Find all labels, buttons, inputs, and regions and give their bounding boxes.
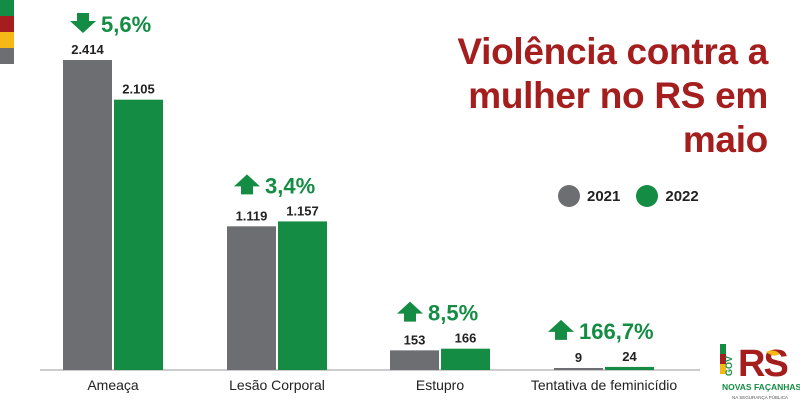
change-percent-1: 3,4% bbox=[265, 173, 315, 198]
arrow-up-icon bbox=[234, 174, 260, 195]
arrow-down-icon bbox=[70, 13, 96, 33]
category-label-3: Tentativa de feminicídio bbox=[531, 377, 678, 393]
data-label-2021-1: 1.119 bbox=[236, 208, 268, 223]
legend-swatch-2021 bbox=[558, 185, 580, 207]
bar-2021-3 bbox=[554, 368, 603, 370]
data-label-2022-3: 24 bbox=[622, 349, 637, 364]
change-indicator-2: 8,5% bbox=[397, 301, 478, 326]
change-indicator-3: 166,7% bbox=[548, 319, 654, 344]
logo-sub-tagline: NA SEGURANÇA PÚBLICA bbox=[732, 394, 788, 400]
arrow-up-icon bbox=[548, 319, 574, 340]
data-label-2021-3: 9 bbox=[575, 350, 582, 365]
logo-flag-green bbox=[720, 344, 726, 354]
bar-2021-2 bbox=[390, 350, 439, 370]
data-label-2022-0: 2.105 bbox=[122, 82, 155, 97]
change-percent-2: 8,5% bbox=[428, 301, 478, 326]
category-label-0: Ameaça bbox=[87, 377, 139, 393]
bar-2022-0 bbox=[114, 99, 163, 370]
change-percent-0: 5,6% bbox=[101, 12, 151, 37]
bar-2021-1 bbox=[227, 226, 276, 370]
stripe-green bbox=[0, 0, 14, 16]
bar-2022-2 bbox=[441, 348, 490, 370]
category-label-1: Lesão Corporal bbox=[229, 377, 325, 393]
arrow-up-icon bbox=[397, 301, 423, 322]
legend-item-2021: 2021 bbox=[558, 185, 620, 207]
stripe-red bbox=[0, 16, 14, 32]
legend-item-2022: 2022 bbox=[636, 185, 699, 207]
change-indicator-1: 3,4% bbox=[234, 173, 315, 198]
chart-title: Violência contra a mulher no RS em maio bbox=[457, 31, 768, 160]
category-label-2: Estupro bbox=[416, 377, 464, 393]
change-indicator-0: 5,6% bbox=[70, 12, 151, 37]
bar-2022-3 bbox=[605, 366, 654, 370]
color-stripe bbox=[0, 0, 14, 64]
logo-flag-yellow bbox=[720, 364, 726, 374]
data-label-2022-1: 1.157 bbox=[286, 203, 319, 218]
logo-gov-text: GOV bbox=[724, 356, 734, 376]
data-label-2021-2: 153 bbox=[404, 332, 426, 347]
stripe-yellow bbox=[0, 32, 14, 48]
logo-s-accent bbox=[766, 350, 780, 356]
bar-2021-0 bbox=[63, 60, 112, 370]
legend-swatch-2022 bbox=[636, 185, 659, 207]
bar-2022-1 bbox=[278, 221, 327, 370]
logo-tagline: NOVAS FAÇANHAS bbox=[722, 382, 800, 392]
data-label-2021-0: 2.414 bbox=[71, 42, 104, 57]
legend-label-2022: 2022 bbox=[665, 187, 699, 205]
legend: 2021 2022 bbox=[558, 184, 728, 208]
logo-rs-text: RS bbox=[738, 343, 787, 385]
stripe-gray bbox=[0, 48, 14, 64]
legend-label-2021: 2021 bbox=[587, 187, 621, 205]
logo-flag-red bbox=[720, 354, 726, 364]
change-percent-3: 166,7% bbox=[579, 319, 654, 344]
data-label-2022-2: 166 bbox=[455, 331, 477, 346]
gov-rs-logo: GOV RS NOVAS FAÇANHAS NA SEGURANÇA PÚBLI… bbox=[720, 343, 800, 400]
